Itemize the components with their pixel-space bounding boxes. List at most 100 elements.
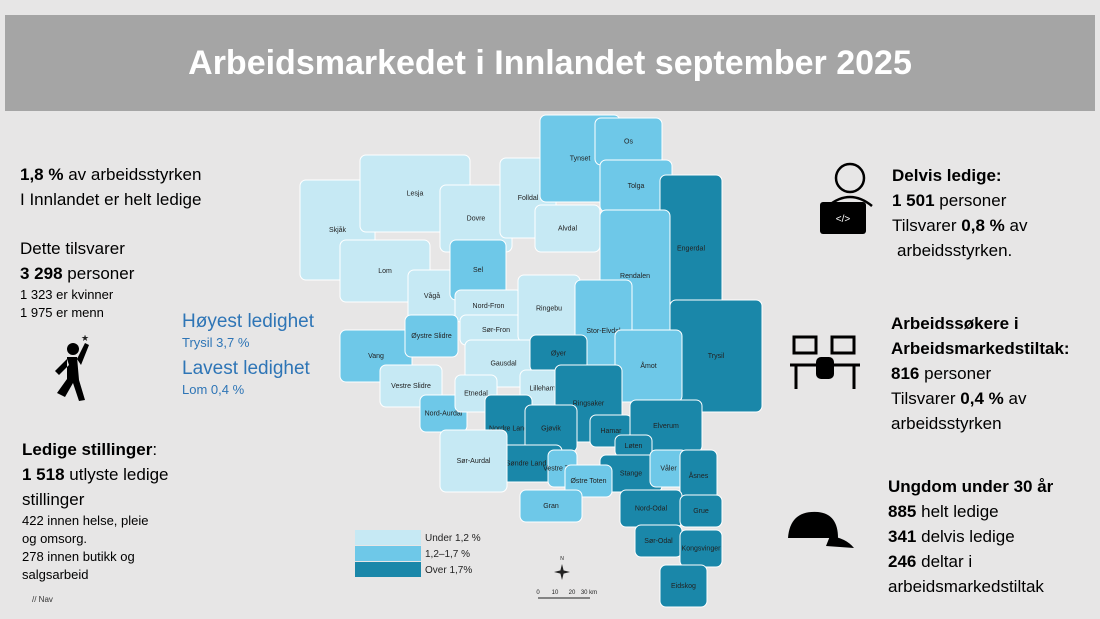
municipality-label: Kongsvinger (682, 546, 722, 553)
vacancies: Ledige stillinger: 1 518 utlyste ledige … (22, 437, 169, 584)
text: Trysil 3,7 % (182, 335, 250, 350)
text: : (152, 440, 158, 459)
legend-label: Over 1,7% (425, 565, 472, 576)
municipality-label: Våler (660, 465, 677, 473)
municipality-label: Løten (625, 443, 643, 450)
municipality-label: Lesja (407, 191, 424, 198)
municipality-label: Åmot (640, 361, 656, 370)
municipality (564, 464, 613, 498)
legend-swatch (355, 546, 421, 561)
count: 341 (888, 527, 917, 546)
municipality-label: Gran (543, 503, 559, 510)
person-icon: ★ (55, 335, 89, 401)
text: og omsorg. (22, 531, 88, 546)
municipality-label: Tynset (570, 156, 591, 163)
extremes: Høyest ledighet Trysil 3,7 % Lavest ledi… (182, 309, 314, 399)
text: I Innlandet er helt ledige (20, 190, 202, 209)
text: arbeidsmarkedstiltak (888, 577, 1044, 596)
municipality-label: Sel (473, 267, 484, 274)
municipality-label: Etnedal (464, 391, 488, 398)
text: Tilsvarer (891, 389, 956, 408)
municipality-label: Alvdal (558, 226, 578, 233)
count: 3 298 (20, 264, 63, 283)
svg-text:★: ★ (81, 335, 89, 343)
municipality-label: Øystre Slidre (411, 333, 452, 340)
municipality (679, 494, 723, 528)
laptop-icon: </> (820, 162, 873, 234)
scale-label: 0 (536, 590, 540, 596)
text: av (1008, 389, 1027, 408)
municipality (439, 429, 508, 493)
text: helt ledige (921, 502, 999, 521)
source: // Nav (32, 595, 53, 604)
municipality-label: Ringsaker (573, 401, 605, 408)
measures: Arbeidssøkere i Arbeidsmarkedstiltak: 81… (891, 311, 1070, 436)
text: Lom 0,4 % (182, 382, 245, 397)
text: 1 975 er menn (20, 305, 104, 320)
compass (554, 564, 570, 580)
text: utlyste ledige (69, 465, 169, 484)
municipality-label: Rendalen (620, 273, 650, 280)
count: 1 501 (892, 191, 935, 210)
municipality-label: Stor-Elvdal (586, 328, 621, 335)
youth: Ungdom under 30 år 885 helt ledige 341 d… (888, 474, 1053, 599)
municipality-label: Vestre Slidre (391, 383, 431, 390)
municipality-label: Nordre Land (489, 426, 528, 433)
municipality-label: Søndre Land (506, 461, 547, 468)
municipality-label: Nord-Fron (473, 303, 505, 310)
municipality-label: Vang (368, 353, 384, 360)
partial: Delvis ledige: 1 501 personer Tilsvarer … (892, 163, 1027, 263)
cap-icon (788, 511, 854, 548)
legend-swatch (355, 562, 421, 577)
title: Arbeidssøkere i (891, 314, 1019, 333)
text: personer (924, 364, 992, 383)
municipality-label: Tolga (628, 183, 645, 190)
municipality-label: Sør-Odal (644, 538, 673, 545)
municipality-label: Lom (378, 268, 392, 275)
text: stillinger (22, 490, 85, 509)
text: Dette tilsvarer (20, 239, 125, 258)
scale-label: 10 (552, 590, 559, 596)
municipality-label: Engerdal (677, 246, 705, 253)
municipality-label: Stange (620, 471, 642, 478)
municipality-label: Sør-Fron (482, 327, 510, 334)
municipality-label: Åsnes (689, 471, 709, 480)
heading: Lavest ledighet (182, 358, 310, 379)
svg-text:</>: </> (836, 214, 851, 225)
legend-swatch (355, 530, 421, 545)
municipality-label: Nord-Odal (635, 506, 668, 513)
text: deltar i (921, 552, 973, 571)
unemployed: 1,8 % av arbeidsstyrken I Innlandet er h… (20, 162, 201, 212)
title: Ungdom under 30 år (888, 477, 1054, 496)
municipality-label: Gjøvik (541, 426, 561, 433)
municipality-label: Folldal (518, 195, 539, 202)
municipality-label: Trysil (708, 353, 725, 360)
count: 885 (888, 502, 917, 521)
municipality-label: Nord-Aurdal (425, 411, 463, 418)
municipality-label: Skjåk (329, 226, 347, 234)
municipality-label: Os (624, 139, 633, 146)
title: Ledige stillinger (22, 440, 153, 459)
text: av arbeidsstyrken (68, 165, 202, 184)
scale-label: 30 km (581, 590, 597, 596)
desk-icon (790, 335, 860, 389)
municipality (404, 314, 459, 358)
equivalent: Dette tilsvarer 3 298 personer 1 323 er … (20, 236, 134, 322)
rate: 1,8 % (20, 165, 64, 184)
scale-label: 20 (569, 590, 576, 596)
title: Delvis ledige: (892, 166, 1002, 185)
header: Arbeidsmarkedet i Innlandet september 20… (5, 15, 1095, 111)
text: 278 innen butikk og (22, 549, 135, 564)
rate: 0,4 % (960, 389, 1004, 408)
municipality-label: Ringebu (536, 306, 562, 313)
title: Arbeidsmarkedstiltak: (891, 339, 1070, 358)
municipality-label: Eidskog (671, 583, 696, 590)
count: 1 518 (22, 465, 65, 484)
north: N (560, 556, 564, 562)
municipality-label: Vågå (424, 292, 440, 300)
municipality-label: Elverum (653, 423, 679, 430)
text: personer (939, 191, 1007, 210)
text: arbeidsstyrken. (897, 241, 1013, 260)
